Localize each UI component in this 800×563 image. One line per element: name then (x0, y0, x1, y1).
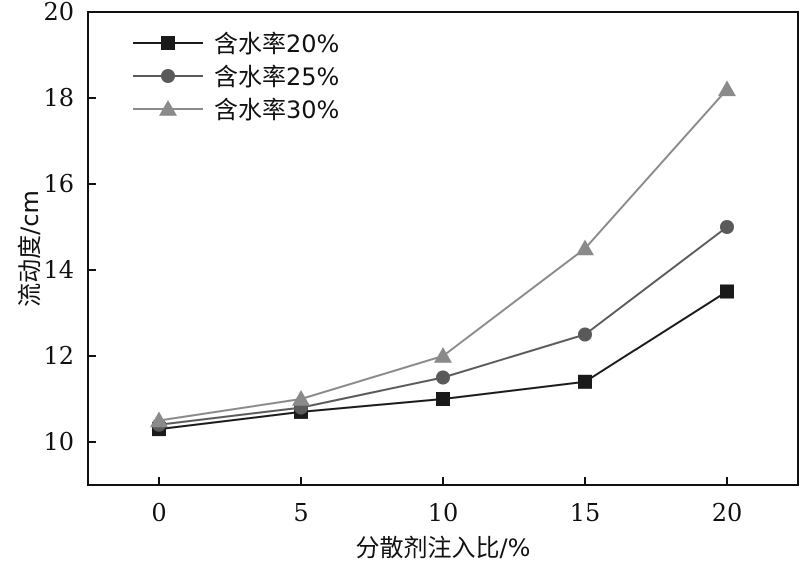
x-tick-label: 5 (293, 499, 308, 527)
data-point (436, 370, 450, 385)
data-point (436, 392, 450, 406)
y-tick-label: 18 (43, 84, 74, 112)
x-tick-label: 20 (712, 499, 743, 527)
data-point (150, 411, 168, 428)
data-point (720, 220, 734, 234)
legend-entry: 含水率25% (133, 63, 339, 91)
legend-label: 含水率25% (214, 63, 339, 91)
data-point (576, 239, 594, 256)
y-tick-label: 12 (43, 342, 74, 370)
legend-marker (161, 69, 175, 83)
plot-frame (87, 11, 799, 486)
data-point (578, 374, 592, 389)
x-axis-title: 分散剂注入比/% (356, 534, 531, 562)
legend-marker (159, 100, 177, 116)
data-point (292, 390, 310, 406)
series-3 (150, 80, 736, 428)
plot-area (87, 11, 799, 486)
y-tick-label: 10 (43, 428, 74, 456)
x-tick-label: 15 (570, 499, 601, 527)
y-tick-label: 16 (43, 170, 74, 198)
series-layer (150, 80, 736, 437)
y-tick-label: 14 (43, 256, 74, 284)
data-point (578, 327, 592, 342)
legend: 含水率20% 含水率25% 含水率30% (133, 30, 339, 124)
x-tick-label: 0 (151, 499, 166, 527)
x-tick-label: 10 (428, 499, 459, 527)
legend-entry: 含水率20% (133, 30, 339, 58)
data-point (718, 80, 736, 97)
legend-label: 含水率20% (214, 30, 339, 58)
legend-label: 含水率30% (214, 96, 339, 124)
axes: 0 5 10 15 20 10 12 14 16 18 20 (43, 0, 742, 527)
y-axis-title: 流动度/cm (16, 190, 44, 307)
data-point (720, 284, 734, 299)
legend-marker (161, 36, 175, 50)
legend-entry: 含水率30% (133, 96, 339, 124)
y-tick-label: 20 (43, 0, 74, 26)
data-point (434, 347, 452, 363)
